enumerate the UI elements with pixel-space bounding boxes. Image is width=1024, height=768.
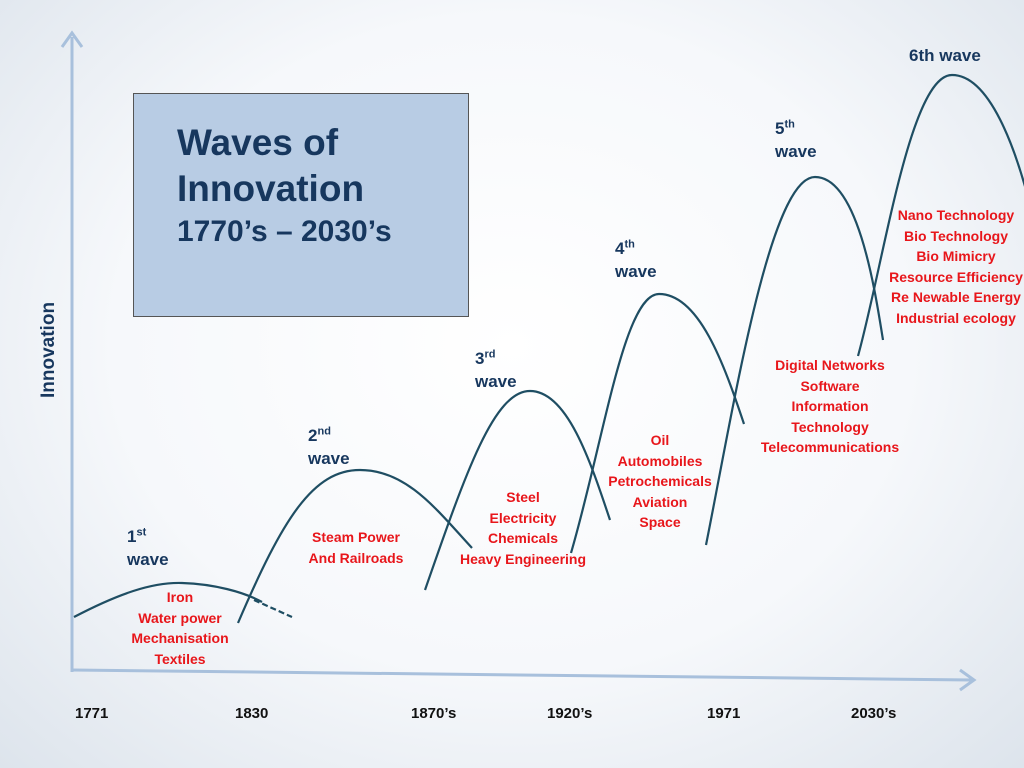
year-label: 1870’s [411, 705, 457, 722]
list-item: Petrochemicals [608, 473, 712, 489]
list-item: Automobiles [617, 452, 703, 469]
year-label: 2030’s [851, 705, 897, 722]
list-item: Aviation [632, 493, 688, 510]
list-item: Steel [506, 489, 540, 505]
list-item: Iron [166, 589, 194, 605]
wave-5-curve [704, 175, 885, 546]
title-line-1: Waves of [177, 122, 339, 163]
list-item: Steam Power [312, 529, 400, 545]
wave-2-label: 2nd wave [308, 425, 350, 468]
list-item: Bio Mimicry [916, 248, 996, 264]
list-item: Telecommunications [760, 439, 900, 455]
y-axis-arrow-icon [60, 30, 84, 48]
year-label: 1971 [707, 705, 741, 722]
x-axis [71, 668, 973, 682]
list-item: Space [639, 514, 681, 530]
list-item: Technology [791, 418, 869, 435]
list-item: Mechanisation [131, 630, 229, 646]
wave-3-label: 3rd wave [475, 348, 517, 391]
wave-5-technologies: Digital Networks Software Information Te… [750, 355, 910, 458]
wave-3-curve [423, 389, 612, 591]
wave-1-technologies: Iron Water power Mechanisation Textiles [120, 587, 240, 669]
title-range: 1770’s – 2030’s [177, 215, 392, 248]
wave-1-curve [73, 581, 263, 618]
list-item: And Railroads [308, 549, 404, 566]
wave-2-curve [236, 468, 473, 624]
wave-6-label: 6th wave [909, 46, 981, 65]
list-item: Information [791, 398, 869, 414]
page-title: Waves of Innovation 1770’s – 2030’s [177, 120, 392, 252]
wave-4-curve [569, 292, 746, 554]
wave-1-label: 1st wave [127, 526, 169, 569]
list-item: Digital Networks [775, 357, 885, 373]
list-item: Nano Technology [897, 207, 1015, 223]
y-axis-label: Innovation [38, 301, 59, 398]
year-label: 1771 [75, 705, 109, 722]
wave-1-dashed-tail [253, 598, 293, 619]
list-item: Oil [650, 432, 670, 448]
list-item: Electricity [489, 509, 557, 526]
list-item: Resource Efficiency [889, 268, 1023, 285]
list-item: Water power [138, 609, 222, 626]
wave-4-label: 4th wave [615, 238, 657, 281]
list-item: Industrial ecology [896, 309, 1016, 326]
list-item: Heavy Engineering [459, 550, 587, 567]
list-item: Chemicals [487, 530, 559, 546]
list-item: Bio Technology [904, 227, 1008, 244]
list-item: Textiles [154, 650, 206, 667]
wave-6-technologies: Nano Technology Bio Technology Bio Mimic… [884, 205, 1024, 328]
wave-3-technologies: Steel Electricity Chemicals Heavy Engine… [453, 487, 593, 569]
list-item: Re Newable Energy [891, 289, 1021, 305]
x-axis-arrow-icon [959, 668, 977, 692]
title-line-2: Innovation [177, 168, 365, 209]
year-label: 1920’s [547, 705, 593, 722]
year-label: 1830 [235, 705, 269, 722]
wave-2-technologies: Steam Power And Railroads [296, 527, 416, 568]
title-box: Waves of Innovation 1770’s – 2030’s [133, 93, 469, 317]
list-item: Software [800, 377, 860, 394]
wave-4-technologies: Oil Automobiles Petrochemicals Aviation … [600, 430, 720, 533]
wave-5-label: 5th wave [775, 118, 817, 161]
wave-6-curve [856, 73, 1024, 357]
